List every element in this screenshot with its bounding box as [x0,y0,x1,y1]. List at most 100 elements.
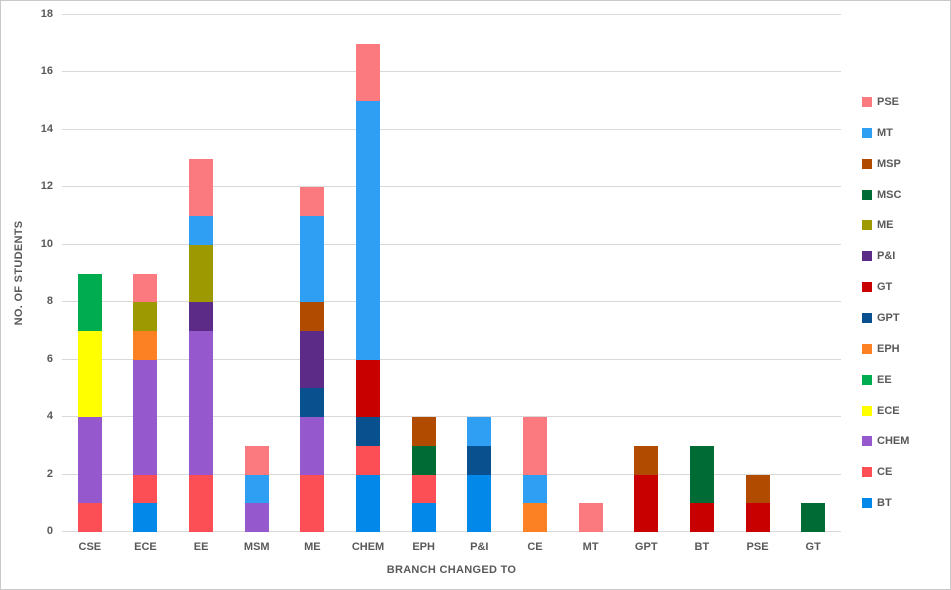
bar-segment-CHEM-CE[interactable] [356,445,381,475]
legend-item-GPT[interactable]: GPT [862,312,900,324]
bar-segment-CHEM-BT[interactable] [356,474,381,532]
bar-segment-CSE-ECE[interactable] [77,330,102,418]
y-axis-tick-label: 2 [46,467,53,480]
bar-segment-EPH-CE[interactable] [411,474,436,504]
bar-segment-PSE-MSP[interactable] [745,474,770,504]
y-axis-tick-label: 14 [40,122,53,135]
gridline [62,128,841,130]
bar-segment-MSM-CHEM[interactable] [244,503,269,532]
bar-segment-EPH-MSP[interactable] [411,417,436,446]
bar-segment-ME-MT[interactable] [300,216,325,303]
gridline [62,243,841,245]
bar-segment-P&I-MT[interactable] [467,417,492,446]
bar-segment-EE-MT[interactable] [189,216,214,245]
bar-segment-CSE-CE[interactable] [77,503,102,532]
y-axis-tick-label: 8 [46,295,53,308]
bar-segment-ME-CE[interactable] [300,474,325,532]
legend-label: MSC [877,188,902,201]
gridline [62,416,841,418]
legend-item-EE[interactable]: EE [862,374,892,386]
bar-segment-MSM-MT[interactable] [244,474,269,504]
bar-segment-BT-GT[interactable] [689,503,714,532]
bar-segment-GPT-GT[interactable] [634,474,659,532]
x-axis-tick-label: CSE [78,541,102,553]
bar-segment-CHEM-MT[interactable] [356,101,381,360]
bar-segment-ECE-BT[interactable] [133,503,158,532]
x-axis-tick-label: ECE [134,541,157,553]
legend-item-MSP[interactable]: MSP [862,158,901,170]
x-axis-title: BRANCH CHANGED TO [386,564,517,576]
y-axis-tick-label: 0 [46,525,53,537]
gridline [62,301,841,303]
legend-item-CHEM[interactable]: CHEM [862,435,909,447]
bar-segment-EE-P&I[interactable] [189,302,214,331]
x-axis-tick-label: EE [193,541,209,553]
legend-item-EPH[interactable]: EPH [862,343,900,355]
bar-segment-ECE-ME[interactable] [133,302,158,331]
bar-segment-MT-PSE[interactable] [578,503,603,532]
bar-segment-ME-CHEM[interactable] [300,417,325,475]
legend-label: EE [877,373,892,386]
bar-segment-CE-MT[interactable] [522,474,547,504]
bar-segment-P&I-BT[interactable] [467,474,492,532]
legend-item-P&I[interactable]: P&I [862,250,895,262]
bar-segment-EE-PSE[interactable] [189,158,214,217]
bar-segment-EE-CE[interactable] [189,474,214,532]
bar-segment-PSE-GT[interactable] [745,503,770,532]
bar-segment-EPH-BT[interactable] [411,503,436,532]
legend-label: MSP [877,157,901,170]
bar-segment-BT-MSC[interactable] [689,445,714,504]
x-axis-tick-label: P&I [470,541,489,553]
bar-segment-ECE-CE[interactable] [133,474,158,504]
bar-segment-ME-MSP[interactable] [300,302,325,331]
x-axis-tick-label: GPT [634,541,658,553]
gridline [62,186,841,188]
bar-segment-ECE-EPH[interactable] [133,330,158,360]
bar-segment-EPH-MSC[interactable] [411,445,436,475]
legend-item-CE[interactable]: CE [862,466,892,478]
legend-swatch [862,158,872,169]
bar-segment-CE-PSE[interactable] [522,417,547,475]
legend-label: ME [877,219,894,232]
legend-item-BT[interactable]: BT [862,497,892,509]
legend-item-ME[interactable]: ME [862,219,894,231]
legend-label: CE [877,466,893,479]
bar-segment-CHEM-GT[interactable] [356,359,381,418]
bar-segment-CE-EPH[interactable] [522,503,547,532]
bar-segment-EE-CHEM[interactable] [189,330,214,475]
bar-segment-ECE-PSE[interactable] [133,273,158,303]
legend-item-PSE[interactable]: PSE [862,96,899,108]
x-axis-tick-label: MT [582,541,599,553]
legend-swatch [862,436,872,447]
bar-segment-CSE-EE[interactable] [77,273,102,331]
bar-segment-P&I-GPT[interactable] [467,445,492,475]
legend-item-MT[interactable]: MT [862,127,893,139]
bar-segment-EE-ME[interactable] [189,244,214,303]
bar-segment-ME-P&I[interactable] [300,330,325,389]
x-axis-tick-label: ME [304,541,321,553]
x-axis-tick-label: BT [694,541,710,553]
legend-item-MSC[interactable]: MSC [862,189,901,201]
bar-segment-GPT-MSP[interactable] [634,445,659,475]
x-axis-tick-label: EPH [412,541,435,553]
bar-segment-MSM-PSE[interactable] [244,445,269,475]
plot-area [62,14,841,532]
legend-label: CHEM [877,435,910,448]
bar-segment-GT-MSC[interactable] [801,503,826,532]
bar-segment-ECE-CHEM[interactable] [133,359,158,475]
x-axis-tick-label: MSM [243,541,270,553]
legend-item-GT[interactable]: GT [862,281,892,293]
x-axis-tick-label: CHEM [351,541,385,553]
legend-swatch [862,405,872,416]
legend-item-ECE[interactable]: ECE [862,405,900,417]
legend-swatch [862,282,872,293]
bar-segment-CHEM-PSE[interactable] [356,43,381,102]
bar-segment-CSE-CHEM[interactable] [77,417,102,504]
bar-segment-ME-PSE[interactable] [300,187,325,217]
legend-label: ECE [877,404,900,417]
bar-segment-ME-GPT[interactable] [300,388,325,418]
legend-label: BT [877,497,892,510]
y-axis-tick-label: 6 [46,352,53,365]
bar-segment-CHEM-GPT[interactable] [356,417,381,446]
